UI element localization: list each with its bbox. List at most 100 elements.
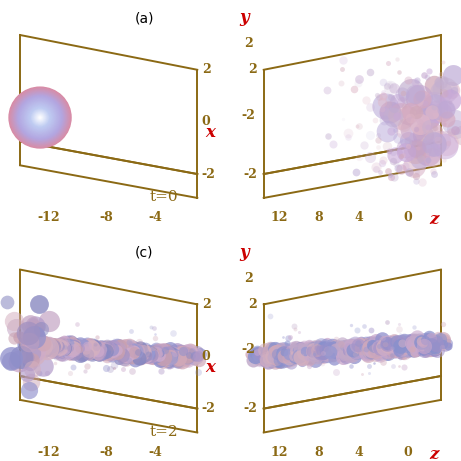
Point — [310, 347, 318, 355]
Point — [186, 347, 194, 355]
Point — [337, 341, 344, 349]
Point — [434, 136, 441, 144]
Point — [108, 352, 115, 360]
Point — [370, 342, 378, 349]
Text: -2: -2 — [202, 167, 216, 181]
Point — [43, 344, 51, 351]
Point — [416, 340, 424, 348]
Point — [165, 360, 173, 367]
Point — [63, 347, 70, 354]
Point — [408, 345, 415, 353]
Point — [416, 341, 424, 349]
Point — [430, 345, 437, 352]
Point — [440, 120, 447, 127]
Point — [319, 349, 326, 356]
Point — [426, 68, 433, 75]
Point — [60, 347, 67, 354]
Point — [104, 345, 112, 353]
Point — [419, 338, 426, 346]
Point — [367, 349, 374, 357]
Point — [116, 344, 124, 351]
Point — [147, 349, 154, 356]
Point — [394, 55, 401, 63]
Point — [150, 352, 157, 359]
Point — [89, 342, 96, 349]
Point — [176, 355, 183, 362]
Point — [254, 347, 261, 355]
Point — [318, 359, 325, 366]
Point — [116, 342, 124, 349]
Point — [325, 346, 332, 353]
Point — [177, 349, 184, 357]
Point — [274, 360, 282, 367]
Point — [398, 349, 406, 356]
Point — [379, 340, 387, 347]
Point — [263, 351, 271, 359]
Point — [297, 356, 304, 364]
Point — [378, 159, 386, 166]
Point — [311, 345, 319, 353]
Point — [340, 56, 347, 63]
Point — [125, 356, 133, 364]
Point — [180, 353, 188, 360]
Point — [402, 344, 409, 352]
Point — [347, 346, 354, 354]
Point — [344, 342, 351, 349]
Point — [115, 355, 123, 363]
Point — [313, 346, 320, 354]
Text: 0: 0 — [403, 445, 412, 459]
Point — [398, 339, 405, 346]
Point — [323, 349, 330, 356]
Point — [51, 341, 59, 349]
Point — [450, 71, 457, 79]
Point — [35, 348, 43, 355]
Point — [395, 68, 402, 76]
Point — [143, 350, 150, 358]
Point — [184, 350, 192, 357]
Point — [390, 340, 397, 348]
Point — [269, 349, 276, 357]
Point — [46, 339, 53, 347]
Point — [123, 341, 130, 349]
Point — [399, 98, 406, 105]
Point — [142, 353, 149, 361]
Point — [146, 350, 154, 357]
Text: 0: 0 — [202, 115, 211, 129]
Point — [58, 343, 65, 351]
Point — [271, 358, 278, 365]
Point — [88, 345, 95, 352]
Point — [430, 98, 437, 106]
Point — [72, 344, 79, 352]
Point — [188, 348, 195, 355]
Circle shape — [12, 90, 68, 145]
Point — [21, 332, 29, 340]
Point — [358, 370, 366, 378]
Point — [382, 341, 389, 348]
Point — [408, 339, 416, 347]
Point — [141, 348, 148, 355]
Point — [179, 347, 186, 355]
Point — [109, 348, 117, 355]
Point — [383, 142, 390, 150]
Point — [344, 133, 352, 141]
Point — [50, 342, 58, 349]
Point — [131, 351, 139, 358]
Point — [394, 341, 402, 349]
Point — [61, 343, 69, 350]
Point — [176, 350, 183, 358]
Point — [41, 345, 48, 353]
Point — [255, 349, 263, 356]
Point — [408, 108, 415, 115]
Point — [182, 349, 189, 356]
Point — [72, 339, 79, 347]
Point — [159, 346, 166, 354]
Point — [433, 346, 441, 354]
Point — [350, 346, 358, 354]
Point — [374, 143, 382, 151]
Point — [69, 342, 76, 349]
Point — [184, 352, 192, 359]
Point — [151, 354, 158, 361]
Point — [323, 342, 330, 349]
Point — [398, 337, 406, 345]
Point — [125, 338, 133, 346]
